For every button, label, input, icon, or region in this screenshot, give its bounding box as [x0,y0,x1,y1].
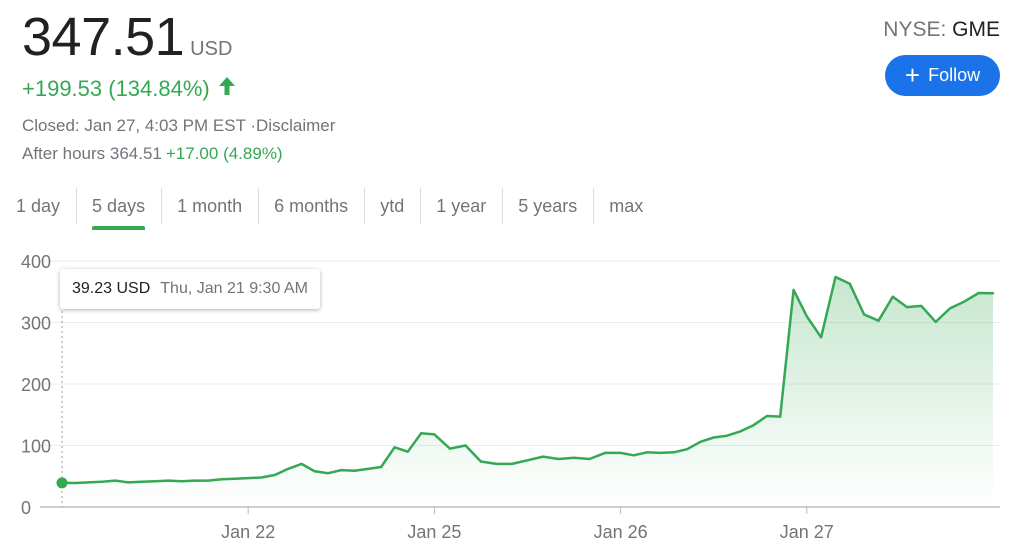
y-tick-label: 400 [21,252,51,272]
current-price: 347.51 [22,7,185,67]
x-tick-label: Jan 26 [594,522,648,542]
y-tick-label: 0 [21,498,31,518]
price-change: +199.53 (134.84%) [22,76,236,102]
tooltip-time: Thu, Jan 21 9:30 AM [160,280,308,297]
exchange-label: NYSE: [883,18,947,41]
disclaimer-link[interactable]: Disclaimer [256,116,336,135]
tab-1-day[interactable]: 1 day [16,196,61,216]
ticker-label: GME [952,18,1000,41]
ticker-symbol: NYSE: GME [883,18,1000,42]
tab-ytd[interactable]: ytd [364,186,420,226]
plus-icon: + [904,59,921,90]
after-hours-change: +17.00 (4.89%) [165,144,283,163]
series-line [60,275,995,485]
tab-1-year[interactable]: 1 year [420,186,502,226]
x-tick-label: Jan 25 [407,522,461,542]
x-tick-label: Jan 27 [780,522,834,542]
tab-1-month[interactable]: 1 month [161,186,258,226]
y-tick-label: 200 [21,375,51,395]
closed-info: Closed: Jan 27, 4:03 PM EST ·Disclaimer [22,116,335,136]
y-tick-label: 100 [21,437,51,457]
chart-tooltip: 39.23 USD Thu, Jan 21 9:30 AM [60,269,320,309]
closed-label: Closed: Jan 27, 4:03 PM EST · [22,116,257,135]
price-display: 347.51 USD [22,6,232,68]
y-tick-label: 300 [21,314,51,334]
time-range-tabs: 1 day 5 days 1 month 6 months ytd 1 year… [0,186,659,230]
tab-6-months[interactable]: 6 months [258,186,364,226]
price-chart[interactable]: 0 100 200 300 400 Jan 22 Jan 25 Jan 26 Jan 27 [0,240,1026,552]
tooltip-value: 39.23 USD [72,280,151,297]
after-hours-info: After hours 364.51 +17.00 (4.89%) [22,144,283,164]
hover-point [56,477,68,489]
currency-label: USD [190,38,233,60]
after-hours-label: After hours 364.51 [22,144,162,163]
x-tick-label: Jan 22 [221,522,275,542]
price-change-value: +199.53 (134.84%) [22,76,210,101]
follow-label: Follow [928,65,981,85]
series-area [62,277,993,507]
follow-button[interactable]: + Follow [885,55,1000,96]
tab-5-days[interactable]: 5 days [76,186,161,230]
arrow-up-icon [218,76,236,102]
tab-max[interactable]: max [593,186,659,226]
tab-5-years[interactable]: 5 years [502,186,593,226]
